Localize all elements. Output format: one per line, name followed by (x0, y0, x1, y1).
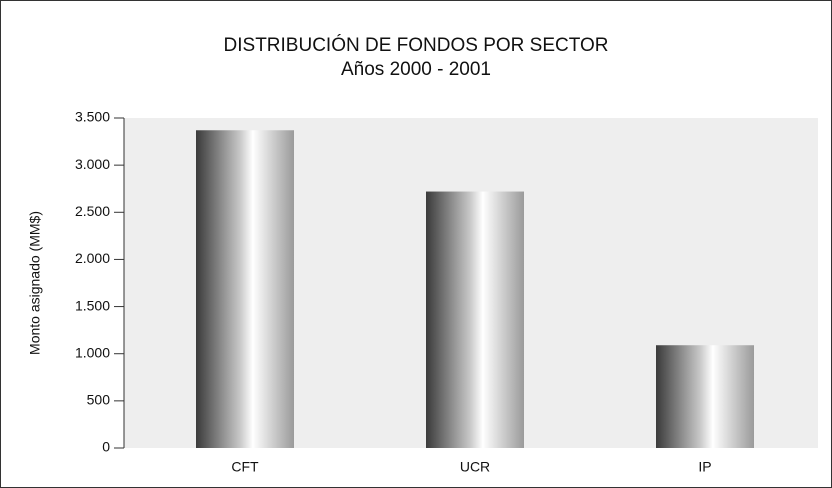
bar (656, 345, 754, 448)
y-tick-label: 1.000 (75, 344, 110, 360)
y-axis-label: Monto asignado (MM$) (27, 211, 43, 355)
chart-title: DISTRIBUCIÓN DE FONDOS POR SECTOR (224, 34, 609, 56)
y-tick-label: 2.500 (75, 203, 110, 219)
y-tick-label: 3.000 (75, 156, 110, 172)
y-tick-label: 2.000 (75, 250, 110, 266)
y-tick-label: 3.500 (75, 109, 110, 125)
bar (196, 130, 294, 448)
x-tick-label: IP (698, 459, 711, 475)
chart-subtitle: Años 2000 - 2001 (341, 59, 491, 80)
y-tick-label: 1.500 (75, 297, 110, 313)
x-tick-label: CFT (231, 459, 259, 475)
bar (426, 191, 524, 449)
y-tick-label: 500 (87, 392, 111, 408)
y-tick-label: 0 (102, 439, 110, 455)
x-tick-label: UCR (460, 459, 490, 475)
